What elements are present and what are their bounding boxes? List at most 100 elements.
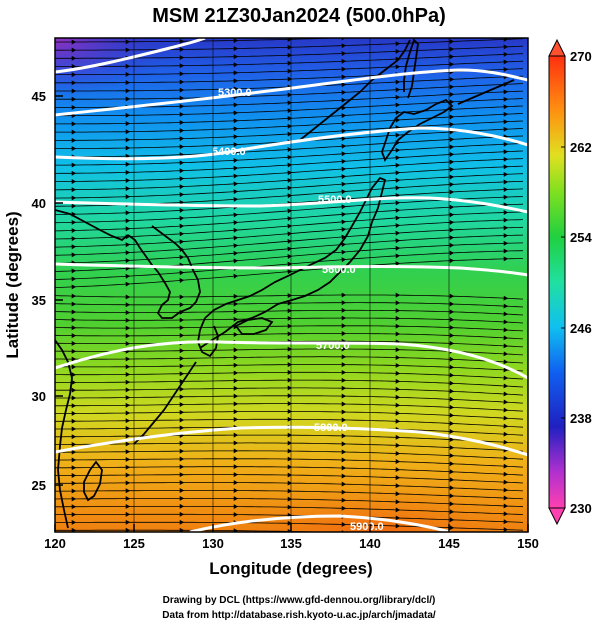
- wind-arrowhead: [71, 146, 77, 152]
- wind-arrowhead: [287, 116, 293, 121]
- x-tick-label: 150: [517, 536, 539, 551]
- wind-arrowhead: [71, 348, 77, 354]
- wind-arrowhead: [71, 55, 77, 61]
- wind-arrowhead: [125, 242, 131, 248]
- wind-arrowhead: [341, 354, 347, 360]
- wind-arrowhead: [287, 293, 293, 299]
- wind-arrowhead: [179, 527, 185, 532]
- wind-arrowhead: [233, 440, 239, 446]
- wind-arrowhead: [395, 94, 401, 100]
- wind-arrowhead: [233, 432, 239, 438]
- wind-arrowhead: [503, 495, 509, 501]
- wind-arrowhead: [125, 395, 131, 401]
- wind-arrowhead: [287, 520, 293, 526]
- wind-arrowhead: [449, 152, 455, 157]
- wind-arrowhead: [503, 319, 509, 325]
- wind-arrowhead: [504, 29, 509, 34]
- wind-arrowhead: [395, 261, 401, 267]
- wind-arrowhead: [287, 448, 293, 454]
- x-tick-label: 125: [123, 536, 145, 551]
- wind-arrowhead: [504, 535, 509, 540]
- wind-arrowhead: [233, 355, 239, 361]
- wind-arrowhead: [233, 243, 239, 249]
- wind-arrowhead: [125, 372, 131, 377]
- wind-arrowhead: [71, 473, 77, 478]
- wind-arrowhead: [179, 495, 185, 501]
- wind-arrowhead: [71, 387, 77, 393]
- y-tick-label: 40: [32, 196, 46, 211]
- wind-arrowhead: [341, 242, 347, 248]
- wind-arrowhead: [179, 488, 185, 493]
- wind-arrowhead: [287, 147, 293, 153]
- wind-arrowhead: [395, 347, 401, 353]
- wind-arrowhead: [341, 346, 347, 352]
- colorbar-tick-label: 238: [570, 411, 592, 426]
- wind-arrowhead: [71, 441, 77, 447]
- wind-arrowhead: [449, 39, 455, 44]
- wind-arrowhead: [125, 47, 131, 53]
- wind-arrowhead: [395, 450, 401, 456]
- wind-arrowhead: [449, 493, 455, 499]
- wind-arrowhead: [179, 425, 185, 431]
- wind-arrowhead: [287, 193, 293, 199]
- wind-arrowhead: [233, 512, 239, 518]
- wind-arrowhead: [233, 126, 239, 132]
- wind-arrowhead: [287, 385, 293, 391]
- wind-arrowhead: [503, 248, 509, 254]
- wind-arrowhead: [503, 455, 509, 461]
- wind-arrowhead: [179, 168, 185, 174]
- wind-arrowhead: [449, 293, 455, 299]
- wind-arrowhead: [233, 456, 239, 462]
- wind-arrowhead: [287, 369, 293, 375]
- wind-arrowhead: [287, 464, 293, 470]
- contour-label-5300: 5300.0: [218, 87, 252, 99]
- wind-arrowhead: [71, 129, 77, 135]
- wind-arrowhead: [233, 401, 239, 407]
- wind-arrowhead: [341, 307, 347, 313]
- wind-arrowhead: [341, 166, 347, 172]
- wind-arrowhead: [179, 254, 185, 260]
- wind-arrowhead: [287, 154, 293, 160]
- wind-arrowhead: [395, 370, 401, 376]
- wind-arrowhead: [233, 78, 239, 84]
- wind-arrowhead: [125, 356, 131, 362]
- wind-arrowhead: [125, 226, 131, 232]
- wind-arrowhead: [503, 511, 509, 517]
- x-tick-label: 135: [280, 536, 302, 551]
- wind-arrowhead: [341, 189, 347, 195]
- wind-arrowhead: [125, 88, 131, 94]
- x-tick-label: 130: [202, 536, 224, 551]
- wind-arrowhead: [125, 317, 131, 323]
- wind-arrowhead: [179, 231, 185, 237]
- wind-arrowhead: [503, 407, 509, 413]
- wind-arrowhead: [125, 480, 131, 486]
- wind-arrowhead: [287, 246, 293, 252]
- credit-drawing: Drawing by DCL (https://www.gfd-dennou.o…: [163, 595, 436, 606]
- wind-arrowhead: [449, 461, 455, 467]
- wind-arrowhead: [71, 284, 77, 290]
- wind-arrowhead: [71, 88, 77, 94]
- wind-arrowhead: [503, 487, 509, 493]
- wind-arrowhead: [71, 47, 77, 53]
- wind-arrowhead: [395, 79, 401, 85]
- wind-arrowhead: [395, 162, 401, 168]
- wind-arrowhead: [287, 231, 293, 237]
- y-axis-label: Latitude (degrees): [3, 211, 22, 358]
- wind-arrowhead: [395, 132, 401, 138]
- wind-arrowhead: [503, 187, 509, 193]
- wind-arrowhead: [179, 215, 185, 221]
- wind-arrowhead: [503, 141, 509, 147]
- contour-label-5400: 5400.0: [212, 146, 246, 158]
- wind-arrowhead: [233, 220, 239, 226]
- wind-arrowhead: [449, 84, 455, 90]
- wind-arrowhead: [503, 96, 509, 102]
- wind-arrowhead: [179, 511, 185, 517]
- wind-arrowhead: [233, 258, 239, 264]
- colorbar: 270 262 254 246 238 230: [548, 38, 592, 526]
- wind-arrowhead: [449, 227, 455, 233]
- wind-arrowhead: [179, 63, 185, 69]
- contour-5700: [55, 340, 528, 380]
- wind-arrowhead: [71, 301, 77, 307]
- wind-arrowhead: [179, 103, 185, 109]
- wind-arrowhead: [503, 431, 509, 437]
